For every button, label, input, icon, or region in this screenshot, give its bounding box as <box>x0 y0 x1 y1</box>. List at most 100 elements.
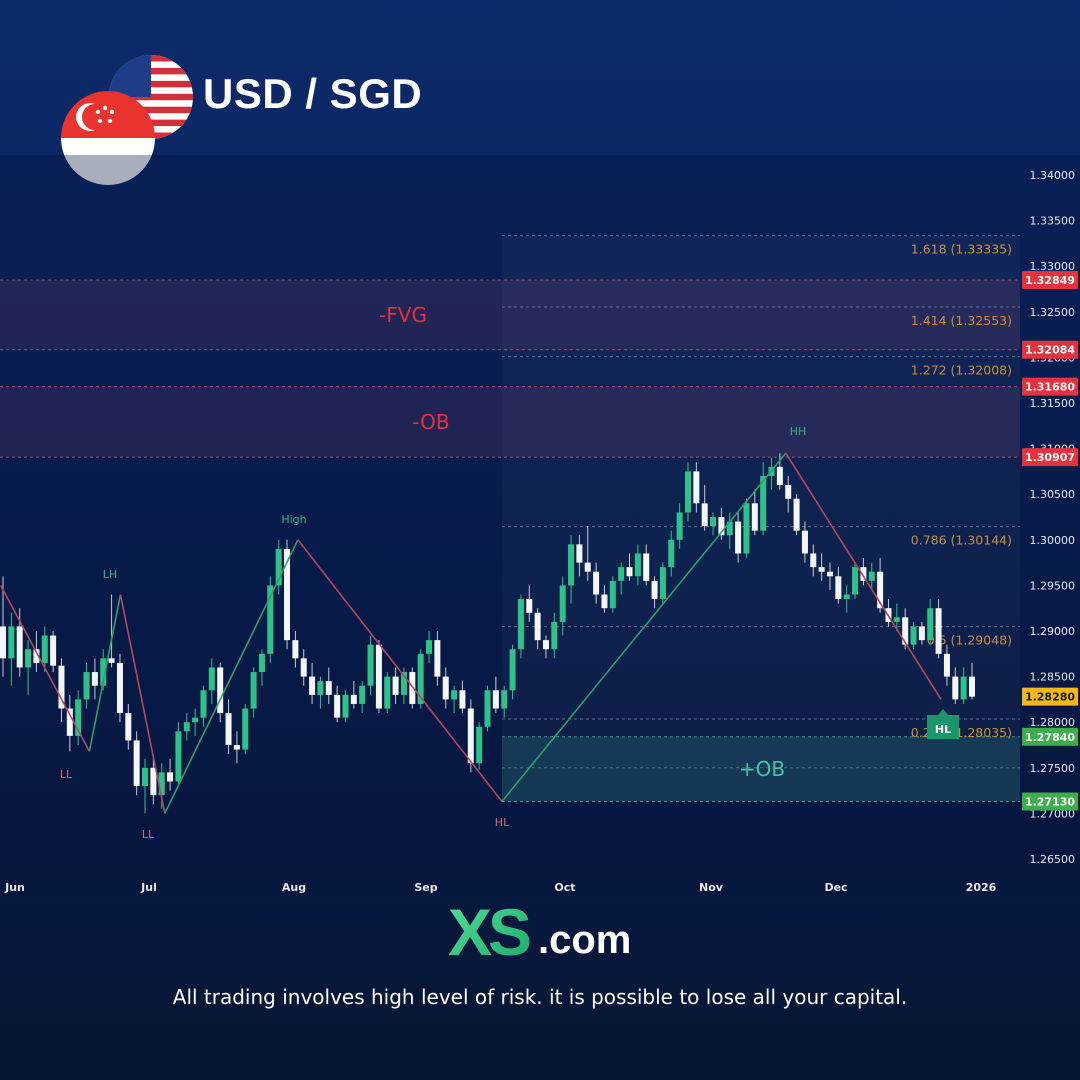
candle-body <box>409 672 416 704</box>
candle-body <box>860 567 867 581</box>
zigzag-segment <box>0 585 91 752</box>
candle-body <box>568 544 575 586</box>
x-tick-label: Jul <box>140 881 157 894</box>
candle-body <box>400 672 407 695</box>
zigzag-segment <box>785 452 942 700</box>
zigzag-segment <box>297 539 503 803</box>
zigzag-segment <box>88 594 122 752</box>
candle-body <box>66 708 73 736</box>
fib-label: 1.272 (1.32008) <box>911 363 1012 378</box>
candle-body <box>367 644 374 686</box>
y-tick-label: 1.33000 <box>1030 260 1076 273</box>
candle-body <box>267 585 274 654</box>
y-tick-label: 1.30000 <box>1030 534 1076 547</box>
candle-body <box>559 585 566 622</box>
candle-body <box>284 548 291 641</box>
candle-body <box>75 699 82 736</box>
candle-body <box>300 658 307 677</box>
candle-body <box>442 676 449 700</box>
candle-body <box>943 653 950 677</box>
candle-body <box>208 667 215 691</box>
x-tick-label: Aug <box>282 881 306 894</box>
candle-body <box>426 640 433 654</box>
price-badge <box>1022 727 1078 746</box>
candle-body <box>150 767 157 796</box>
price-badge-label: 1.27130 <box>1025 796 1075 809</box>
price-badge-label: 1.30907 <box>1025 451 1075 464</box>
price-badge-label: 1.32084 <box>1025 344 1075 357</box>
candle-body <box>684 471 691 513</box>
zone-label: -FVG <box>379 303 427 327</box>
candle-body <box>8 626 15 659</box>
candle-body <box>108 658 115 663</box>
candle-body <box>659 567 666 600</box>
candle-body <box>167 772 174 782</box>
x-tick-label: Jun <box>4 881 25 894</box>
candle-body <box>350 694 357 704</box>
y-tick-label: 1.32500 <box>1030 306 1076 319</box>
xs-logo: XS .com <box>0 895 1080 969</box>
candle-body <box>392 676 399 695</box>
candle-body <box>609 580 616 609</box>
y-tick-label: 1.28000 <box>1030 716 1076 729</box>
swing-label: LL <box>60 768 73 781</box>
candle-body <box>342 694 349 718</box>
price-badge <box>1022 377 1078 396</box>
y-tick-label: 1.33500 <box>1030 215 1076 228</box>
candle-body <box>542 640 549 650</box>
candle-body <box>969 676 975 697</box>
candle-body <box>33 649 40 663</box>
candle-body <box>743 503 750 554</box>
candle-body <box>593 571 600 595</box>
candle-body <box>793 498 800 531</box>
candle-body <box>776 466 783 486</box>
logo-suffix: .com <box>538 918 631 962</box>
candle-body <box>484 690 491 727</box>
candle-body <box>309 676 316 695</box>
candle-body <box>158 772 165 796</box>
candle-body <box>735 521 742 554</box>
x-tick-label: 2026 <box>966 881 997 894</box>
candle-body <box>801 530 808 554</box>
y-tick-label: 1.29500 <box>1030 579 1076 592</box>
zone-label: +OB <box>739 757 785 781</box>
candle-body <box>618 567 625 581</box>
candle-body <box>877 571 884 609</box>
candle-body <box>576 544 583 563</box>
candle-body <box>50 635 57 666</box>
swing-label: HL <box>935 723 951 736</box>
candle-body <box>58 665 65 709</box>
candle-body <box>584 562 591 572</box>
y-tick-label: 1.27500 <box>1030 762 1076 775</box>
hl-marker-badge <box>927 709 959 739</box>
candle-body <box>902 617 909 645</box>
candle-body <box>551 621 558 650</box>
price-badge-label: 1.31680 <box>1025 381 1075 394</box>
candle-body <box>893 617 900 622</box>
zone-0 <box>0 279 1020 350</box>
y-tick-label: 1.34000 <box>1030 169 1076 182</box>
y-tick-label: 1.31500 <box>1030 397 1076 410</box>
candle-body <box>785 485 792 499</box>
x-tick-label: Sep <box>414 881 437 894</box>
candle-body <box>375 644 382 709</box>
candle-body <box>818 567 825 572</box>
singapore-flag-icon <box>61 91 155 185</box>
price-badge <box>1022 792 1078 811</box>
candle-body <box>693 471 700 504</box>
y-tick-label: 1.30500 <box>1030 488 1076 501</box>
candle-body <box>258 653 265 673</box>
candle-body <box>200 690 207 718</box>
header: USD / SGD <box>0 0 1080 185</box>
candle-body <box>726 521 733 536</box>
swing-label: HH <box>790 425 807 438</box>
swing-label: LH <box>103 568 117 581</box>
candle-body <box>142 767 149 787</box>
candle-body <box>501 690 508 709</box>
candle-body <box>250 672 257 709</box>
fib-label: 0.786 (1.30144) <box>911 533 1012 548</box>
price-badge-label: 1.32849 <box>1025 274 1075 287</box>
candle-body <box>116 662 123 714</box>
y-tick-label: 1.28500 <box>1030 671 1076 684</box>
candle-body <box>960 676 967 700</box>
